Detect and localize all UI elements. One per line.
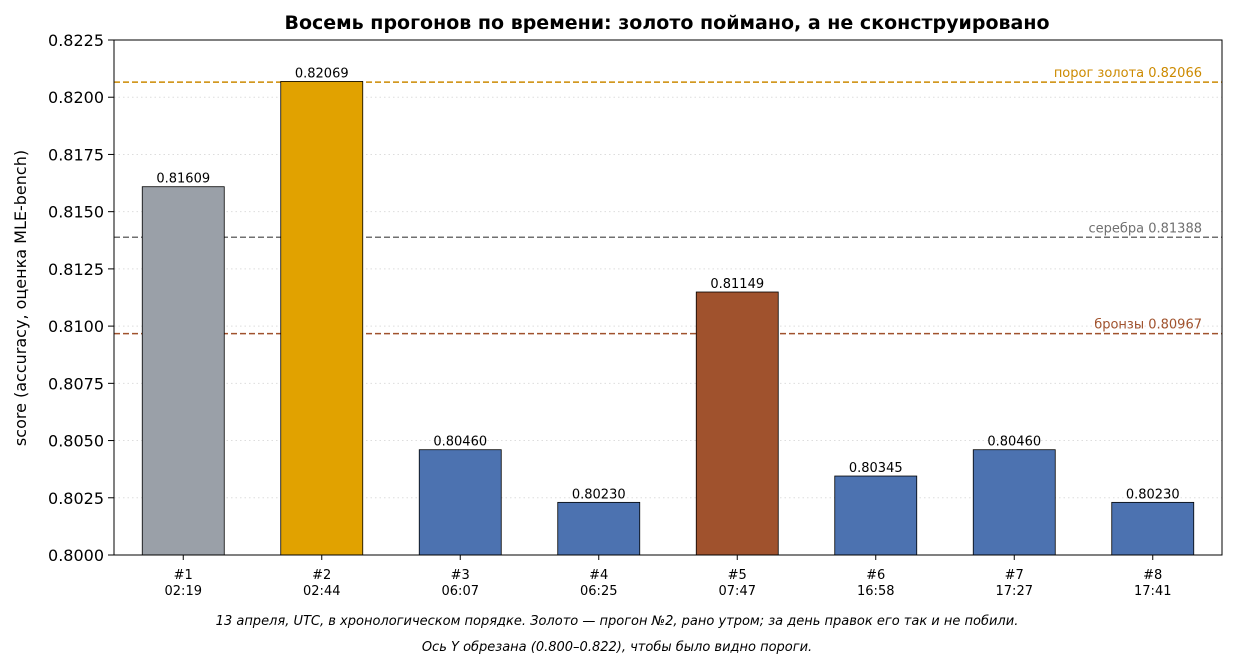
y-tick-label: 0.8175 bbox=[48, 145, 104, 164]
caption-line-1: 13 апреля, UTC, в хронологическом порядк… bbox=[215, 614, 1019, 629]
x-tick-label-run: #6 bbox=[866, 568, 885, 583]
x-tick-label-time: 02:19 bbox=[165, 584, 202, 599]
y-tick-label: 0.8025 bbox=[48, 489, 104, 508]
bar bbox=[141, 186, 225, 556]
y-tick-label: 0.8075 bbox=[48, 374, 104, 393]
x-tick-label-time: 02:44 bbox=[303, 584, 340, 599]
bar-value-label: 0.82069 bbox=[295, 66, 349, 81]
y-tick-label: 0.8000 bbox=[48, 546, 104, 565]
threshold-lines: порог золота 0.82066 серебра 0.81388 бронз… bbox=[114, 66, 1222, 335]
threshold-label-silver: серебра 0.81388 bbox=[1088, 221, 1202, 236]
bar-value-label: 0.80230 bbox=[572, 487, 626, 502]
bar bbox=[834, 475, 918, 556]
x-tick-label-time: 06:25 bbox=[580, 584, 617, 599]
x-tick-label-time: 17:41 bbox=[1134, 584, 1171, 599]
bar-value-label: 0.80230 bbox=[1126, 487, 1180, 502]
y-tick-label: 0.8125 bbox=[48, 260, 104, 279]
bar-value-label: 0.81149 bbox=[710, 277, 764, 292]
bar-value-label: 0.80460 bbox=[433, 435, 487, 450]
plot-frame bbox=[113, 39, 1223, 556]
x-tick-label-time: 17:27 bbox=[996, 584, 1033, 599]
chart-title: Восемь прогонов по времени: золото пойма… bbox=[284, 12, 1049, 34]
y-axis-label: score (accuracy, оценка MLE-bench) bbox=[11, 150, 30, 446]
y-tick-label: 0.8200 bbox=[48, 88, 104, 107]
threshold-label-bronze: бронзы 0.80967 bbox=[1094, 318, 1202, 333]
bar bbox=[972, 449, 1056, 556]
caption-line-2: Ось Y обрезана (0.800–0.822), чтобы было… bbox=[421, 640, 813, 655]
y-tick-label: 0.8100 bbox=[48, 317, 104, 336]
bar bbox=[557, 501, 641, 556]
bar bbox=[1111, 501, 1195, 556]
bar-value-label: 0.81609 bbox=[156, 172, 210, 187]
bar-value-label: 0.80345 bbox=[849, 461, 903, 476]
x-tick-label-run: #5 bbox=[728, 568, 747, 583]
x-tick-label-run: #2 bbox=[312, 568, 331, 583]
grid-lines bbox=[114, 96, 1222, 499]
x-tick-label-time: 06:07 bbox=[442, 584, 479, 599]
bar bbox=[418, 449, 502, 556]
x-tick-label-time: 16:58 bbox=[857, 584, 894, 599]
x-tick-label-run: #7 bbox=[1005, 568, 1024, 583]
x-tick-label-time: 07:47 bbox=[719, 584, 756, 599]
y-tick-label: 0.8050 bbox=[48, 432, 104, 451]
threshold-label-gold: порог золота 0.82066 bbox=[1054, 66, 1202, 81]
bar bbox=[280, 81, 364, 556]
bar bbox=[695, 291, 779, 556]
bars: 0.81609 0.82069 0.80460 0.80230 0.81149 0.803… bbox=[141, 66, 1195, 556]
x-tick-label-run: #4 bbox=[589, 568, 608, 583]
y-tick-label: 0.8225 bbox=[48, 31, 104, 50]
axes: 0.8000 0.8025 0.8050 0.8075 0.8100 0.8125 0.81… bbox=[48, 31, 1223, 599]
y-tick-label: 0.8150 bbox=[48, 203, 104, 222]
x-tick-label-run: #3 bbox=[451, 568, 470, 583]
bar-value-label: 0.80460 bbox=[987, 435, 1041, 450]
x-tick-label-run: #8 bbox=[1143, 568, 1162, 583]
x-tick-label-run: #1 bbox=[174, 568, 193, 583]
